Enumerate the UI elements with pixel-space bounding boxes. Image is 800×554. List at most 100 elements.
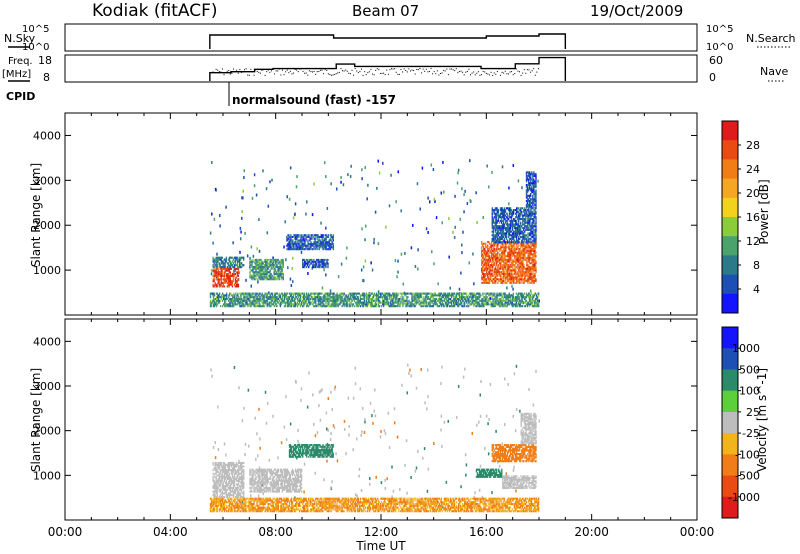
echo-cell: [225, 273, 227, 276]
echo-cell: [501, 299, 503, 302]
echo-cell: [413, 294, 415, 297]
echo-cell: [275, 265, 277, 268]
echo-cell: [489, 256, 491, 260]
echo-cell: [264, 265, 266, 268]
echo-cell: [218, 262, 220, 265]
echo-cell: [502, 228, 505, 231]
echo-cell: [305, 262, 307, 265]
echo-cell: [478, 292, 480, 295]
echo-cell: [528, 303, 531, 306]
echo-cell: [495, 301, 497, 304]
echo-cell: [438, 296, 441, 299]
echo-cell: [533, 265, 535, 268]
echo-cell: [533, 248, 535, 251]
echo-cell: [530, 296, 533, 299]
echo-cell: [298, 248, 300, 251]
nave-dot: [474, 74, 476, 76]
echo-cell: [256, 303, 258, 306]
echo-cell: [518, 241, 520, 244]
echo-cell: [306, 248, 308, 251]
echo-cell: [513, 219, 516, 222]
echo-cell: [479, 292, 481, 295]
echo-cell: [473, 294, 475, 297]
echo-cell: [530, 272, 532, 275]
echo-cell: [495, 269, 497, 272]
echo-cell: [524, 299, 527, 302]
echo-cell: [448, 301, 451, 304]
echo-cell: [223, 281, 225, 284]
echo-cell: [535, 237, 537, 240]
echo-cell: [236, 303, 238, 306]
echo-cell: [512, 303, 514, 306]
echo-cell: [268, 303, 270, 306]
echo-cell: [413, 305, 415, 308]
echo-cell: [235, 267, 238, 270]
echo-cell: [238, 265, 241, 269]
echo-cell: [392, 299, 394, 302]
echo-cell: [277, 267, 279, 270]
echo-cell: [501, 280, 503, 283]
echo-cell: [495, 221, 497, 224]
echo-cell: [329, 242, 331, 245]
echo-cell: [225, 269, 227, 272]
echo-cell: [224, 305, 226, 308]
echo-cell: [446, 294, 449, 297]
echo-cell: [491, 244, 493, 247]
echo-cell: [394, 301, 396, 304]
echo-cell: [504, 296, 506, 299]
echo-cell: [300, 235, 302, 238]
echo-cell: [501, 278, 503, 281]
echo-cell: [310, 237, 312, 240]
echo-cell: [280, 299, 283, 302]
echo-cell: [296, 294, 299, 297]
echo-cell: [500, 228, 503, 231]
echo-cell: [526, 260, 528, 263]
echo-cell: [504, 219, 507, 222]
echo-point: [402, 282, 405, 286]
echo-cell: [514, 271, 516, 274]
echo-cell: [222, 278, 224, 281]
echo-cell: [385, 301, 387, 304]
echo-point: [216, 252, 218, 256]
echo-cell: [482, 292, 484, 295]
nave-label: Nave: [760, 65, 788, 78]
echo-cell: [493, 303, 495, 306]
echo-cell: [343, 292, 345, 295]
echo-cell: [467, 297, 469, 301]
echo-cell: [228, 274, 230, 277]
echo-cell: [289, 301, 292, 304]
echo-cell: [269, 294, 271, 297]
echo-point: [269, 180, 271, 184]
echo-cell: [520, 272, 522, 275]
echo-cell: [491, 214, 493, 217]
echo-cell: [526, 241, 528, 244]
echo-cell: [370, 303, 373, 306]
echo-cell: [496, 299, 498, 302]
echo-cell: [497, 299, 499, 302]
echo-cell: [509, 281, 511, 284]
echo-cell: [233, 265, 236, 269]
echo-cell: [262, 303, 264, 306]
echo-cell: [302, 292, 304, 295]
echo-cell: [501, 258, 503, 261]
echo-cell: [265, 260, 267, 263]
echo-cell: [526, 228, 528, 231]
echo-cell: [214, 269, 216, 272]
echo-cell: [480, 305, 482, 308]
echo-cell: [226, 276, 228, 279]
echo-cell: [504, 249, 506, 252]
echo-cell: [304, 248, 306, 251]
echo-cell: [325, 297, 327, 301]
echo-cell: [518, 212, 520, 215]
echo-cell: [514, 264, 516, 267]
echo-cell: [329, 234, 331, 237]
echo-cell: [522, 214, 524, 217]
echo-cell: [249, 274, 251, 277]
echo-cell: [483, 269, 485, 272]
echo-cell: [340, 292, 342, 295]
echo-cell: [490, 246, 492, 249]
echo-point: [396, 275, 398, 279]
echo-cell: [289, 242, 291, 245]
echo-cell: [391, 294, 393, 297]
echo-cell: [235, 264, 238, 267]
